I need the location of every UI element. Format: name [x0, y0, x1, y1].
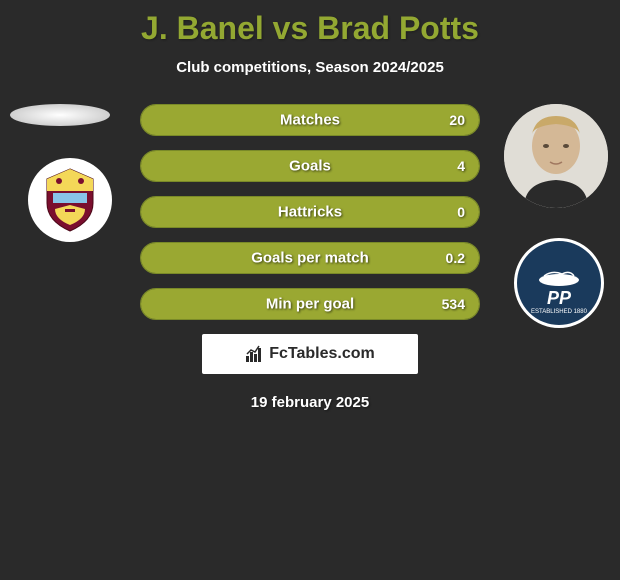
badge-right-arc-bottom: ESTABLISHED 1880	[531, 309, 587, 315]
chart-icon	[245, 345, 263, 363]
stats-area: PP ESTABLISHED 1880 Matches 20 Goals 4 Hattr…	[0, 104, 620, 320]
player-right-avatar	[504, 104, 608, 208]
subtitle: Club competitions, Season 2024/2025	[0, 59, 620, 76]
player-left-avatar	[10, 104, 110, 126]
bar-label: Goals per match	[251, 250, 369, 267]
brand-logo-text: FcTables.com	[269, 345, 375, 363]
club-crest-right-icon	[532, 264, 586, 288]
club-badge-right: PP ESTABLISHED 1880	[514, 238, 604, 328]
club-crest-left-icon	[35, 165, 105, 235]
stat-bar-row: Matches 20	[140, 104, 480, 136]
bar-label: Goals	[289, 158, 331, 175]
bar-label: Matches	[280, 112, 340, 129]
avatar-silhouette-icon	[504, 104, 608, 208]
bar-label: Hattricks	[278, 204, 342, 221]
bar-value-right: 0.2	[446, 250, 465, 266]
brand-logo: FcTables.com	[202, 334, 418, 374]
bar-value-right: 20	[449, 112, 465, 128]
stat-bar-row: Goals 4	[140, 150, 480, 182]
bar-label: Min per goal	[266, 296, 354, 313]
page-title: J. Banel vs Brad Potts	[0, 0, 620, 47]
bar-value-right: 534	[442, 296, 465, 312]
badge-right-text: PP	[547, 288, 571, 309]
stat-bar-row: Min per goal 534	[140, 288, 480, 320]
stat-bar-row: Hattricks 0	[140, 196, 480, 228]
bar-value-right: 0	[457, 204, 465, 220]
club-badge-left	[28, 158, 112, 242]
bar-value-right: 4	[457, 158, 465, 174]
date-label: 19 february 2025	[0, 394, 620, 411]
stat-bar-row: Goals per match 0.2	[140, 242, 480, 274]
stat-bars: Matches 20 Goals 4 Hattricks 0 Goals per match…	[140, 104, 480, 320]
